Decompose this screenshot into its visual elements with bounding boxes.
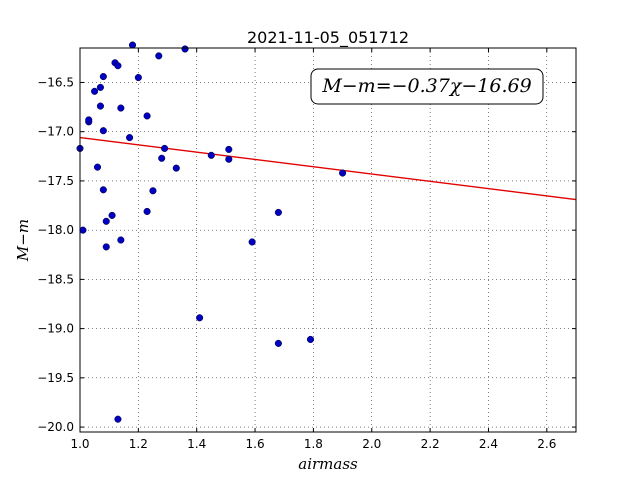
data-point <box>99 127 107 135</box>
data-point <box>143 112 151 120</box>
x-tick-label: 1.2 <box>129 437 148 451</box>
data-point <box>79 226 87 234</box>
chart-title: 2021-11-05_051712 <box>247 28 409 48</box>
y-axis: −16.5 −17.0 −17.5 −18.0 −18.5 −19.0 −19.5 −20.0 <box>37 75 576 434</box>
data-point <box>225 145 233 153</box>
x-tick-label: 2.0 <box>362 437 381 451</box>
annotation-text: M−m=−0.37χ−16.69 <box>321 75 531 97</box>
data-point <box>102 217 110 225</box>
data-point <box>126 134 134 142</box>
data-point <box>134 73 142 82</box>
y-tick-label: −17.5 <box>37 174 74 188</box>
x-tick-label: 2.4 <box>479 437 498 451</box>
data-point <box>306 335 315 343</box>
data-point <box>114 62 122 70</box>
data-point <box>158 154 166 162</box>
data-point <box>155 52 163 60</box>
data-point <box>114 415 122 423</box>
data-point <box>99 73 107 81</box>
fit-annotation: M−m=−0.37χ−16.69 <box>310 68 544 105</box>
data-point <box>274 208 282 216</box>
data-point <box>172 164 180 172</box>
data-point <box>225 155 233 163</box>
data-point <box>339 169 347 177</box>
data-point <box>96 102 104 110</box>
y-tick-label: −19.0 <box>37 322 74 336</box>
x-tick-label: 1.4 <box>187 437 206 451</box>
data-point <box>117 104 125 112</box>
data-point <box>161 144 169 152</box>
plot-frame <box>79 47 577 433</box>
data-point <box>96 83 104 91</box>
data-point <box>93 163 102 171</box>
data-point <box>99 186 107 194</box>
y-tick-label: −18.5 <box>37 272 74 286</box>
x-axis-label: airmass <box>298 455 358 473</box>
y-tick-label: −19.5 <box>37 371 74 385</box>
data-point <box>102 243 110 251</box>
data-point <box>117 236 125 244</box>
x-tick-label: 1.8 <box>304 437 323 451</box>
x-tick-label: 1.6 <box>246 437 265 451</box>
y-tick-label: −16.5 <box>37 75 74 89</box>
data-point <box>274 339 282 347</box>
data-point <box>128 41 137 49</box>
x-tick-label: 1.0 <box>70 437 89 451</box>
data-point <box>143 207 151 215</box>
x-tick-label: 2.2 <box>421 437 440 451</box>
plot-area <box>80 48 576 432</box>
y-tick-label: −18.0 <box>37 223 74 237</box>
data-point <box>207 151 215 159</box>
data-point <box>181 45 189 53</box>
y-tick-label: −17.0 <box>37 125 74 139</box>
y-tick-label: −20.0 <box>37 420 74 434</box>
data-point <box>248 238 256 246</box>
data-point <box>91 87 99 95</box>
data-point <box>85 116 93 124</box>
x-tick-label: 2.6 <box>537 437 556 451</box>
data-point <box>108 211 116 219</box>
data-point <box>149 187 157 195</box>
annotation-box <box>310 68 544 105</box>
data-point <box>196 314 204 322</box>
y-axis-label: M−m <box>14 219 32 262</box>
